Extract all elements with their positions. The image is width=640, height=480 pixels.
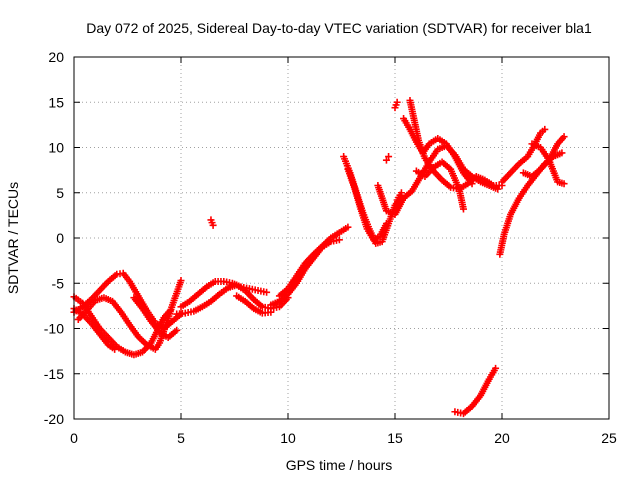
data-point-marker xyxy=(173,326,181,334)
data-point-marker xyxy=(177,277,185,285)
chart-title: Day 072 of 2025, Sidereal Day-to-day VTE… xyxy=(86,20,592,36)
data-point-marker xyxy=(560,133,568,141)
y-tick-label: -20 xyxy=(44,411,64,427)
data-point-marker xyxy=(560,180,568,188)
series-track-l xyxy=(344,165,390,244)
ticks: 0 5 10 15 20 25 -20 -15 -10 -5 0 5 10 15 20 xyxy=(44,49,617,446)
x-tick-label: 5 xyxy=(177,430,185,446)
series-track-w xyxy=(207,216,217,229)
data-point-marker xyxy=(267,308,275,316)
series-track-v xyxy=(528,140,568,188)
series-track-n xyxy=(391,98,401,112)
series-track-h xyxy=(233,292,275,317)
y-tick-label: -10 xyxy=(44,321,64,337)
y-tick-label: 15 xyxy=(48,94,64,110)
y-axis-label: SDTVAR / TECUs xyxy=(5,182,21,294)
x-tick-label: 0 xyxy=(70,430,78,446)
x-tick-label: 15 xyxy=(387,430,403,446)
y-tick-label: 5 xyxy=(56,185,64,201)
series-track-g xyxy=(177,277,271,311)
data-point-marker xyxy=(393,98,401,106)
series-track-d xyxy=(74,277,185,353)
series-track-j xyxy=(275,223,352,300)
series-track-c xyxy=(70,269,185,332)
y-tick-label: -5 xyxy=(52,275,65,291)
series-track-q xyxy=(412,158,467,213)
y-tick-label: 0 xyxy=(56,230,64,246)
series-track-t xyxy=(498,125,549,186)
data-point-marker xyxy=(209,221,217,229)
data-point-marker xyxy=(263,288,271,296)
data-point-marker xyxy=(397,189,405,197)
series-track-r xyxy=(451,364,500,418)
data-point-marker xyxy=(459,205,467,213)
series-track-e xyxy=(130,294,181,342)
x-axis-label: GPS time / hours xyxy=(286,457,393,473)
y-tick-label: 20 xyxy=(48,49,64,65)
x-tick-label: 10 xyxy=(280,430,296,446)
data-point-marker xyxy=(335,236,343,244)
x-tick-label: 20 xyxy=(494,430,510,446)
data-point-marker xyxy=(494,185,502,193)
data-point-marker xyxy=(382,156,390,164)
data-point-marker xyxy=(492,364,500,372)
data-point-marker xyxy=(382,220,390,228)
series-track-p xyxy=(406,96,506,193)
series-track-y xyxy=(382,153,393,164)
y-tick-label: 10 xyxy=(48,140,64,156)
series-track-x xyxy=(393,189,405,204)
y-tick-label: -15 xyxy=(44,366,64,382)
plot-frame xyxy=(73,56,610,420)
x-tick-label: 25 xyxy=(601,430,617,446)
data-point-marker xyxy=(541,125,549,133)
data-point-marker xyxy=(111,345,119,353)
series-track-f xyxy=(173,281,292,318)
data-markers xyxy=(70,96,568,418)
data-point-marker xyxy=(344,223,352,231)
data-point-marker xyxy=(385,153,393,161)
data-point-marker xyxy=(558,149,566,157)
